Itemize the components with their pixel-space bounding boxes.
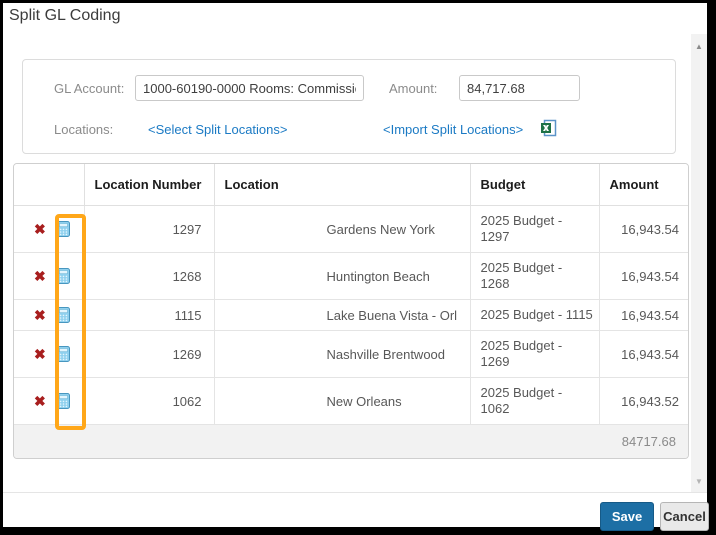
- gl-form-panel: GL Account: Amount: Locations: <Select S…: [22, 59, 676, 154]
- row-actions-cell: ✖: [14, 330, 85, 378]
- split-locations-table-panel: Location Number Location Budget Amount ✖: [13, 163, 689, 459]
- table-row: ✖: [14, 377, 688, 425]
- calculator-icon[interactable]: [56, 307, 70, 323]
- column-header-location-number: Location Number: [83, 164, 215, 206]
- location-cell: New Orleans: [213, 377, 471, 425]
- location-number-cell: 1115: [83, 299, 215, 331]
- footer-divider: [3, 492, 707, 493]
- amount-cell: 16,943.54: [598, 330, 688, 378]
- location-cell: Lake Buena Vista - Orl: [213, 299, 471, 331]
- table-footer: 84717.68: [14, 424, 688, 458]
- location-cell: Nashville Brentwood: [213, 330, 471, 378]
- total-row: 84717.68: [14, 424, 688, 458]
- column-header-actions: [14, 164, 85, 206]
- budget-cell: 2025 Budget - 1062: [469, 377, 600, 425]
- row-action-icons: ✖: [34, 346, 84, 362]
- amount-cell: 16,943.54: [598, 299, 688, 331]
- row-action-icons: ✖: [34, 221, 84, 237]
- location-cell: Gardens New York: [213, 205, 471, 253]
- budget-cell: 2025 Budget - 1115: [469, 299, 600, 331]
- column-header-amount: Amount: [598, 164, 688, 206]
- location-cell: Huntington Beach: [213, 252, 471, 300]
- delete-row-icon[interactable]: ✖: [34, 221, 46, 237]
- gl-account-label: GL Account:: [54, 81, 125, 96]
- calculator-icon[interactable]: [56, 268, 70, 284]
- table-row: ✖: [14, 205, 688, 253]
- vertical-scrollbar[interactable]: ▲ ▼: [691, 34, 707, 492]
- scroll-down-arrow-icon[interactable]: ▼: [695, 477, 703, 486]
- delete-row-icon[interactable]: ✖: [34, 268, 46, 284]
- column-header-location: Location: [213, 164, 471, 206]
- location-number-cell: 1062: [83, 377, 215, 425]
- delete-row-icon[interactable]: ✖: [34, 307, 46, 323]
- locations-label: Locations:: [54, 122, 114, 137]
- budget-cell: 2025 Budget - 1268: [469, 252, 600, 300]
- scroll-up-arrow-icon[interactable]: ▲: [695, 42, 703, 51]
- column-header-budget: Budget: [469, 164, 600, 206]
- row-action-icons: ✖: [34, 268, 84, 284]
- delete-row-icon[interactable]: ✖: [34, 346, 46, 362]
- excel-icon[interactable]: [541, 119, 557, 137]
- row-action-icons: ✖: [34, 307, 84, 323]
- amount-cell: 16,943.54: [598, 205, 688, 253]
- budget-cell: 2025 Budget - 1297: [469, 205, 600, 253]
- amount-label: Amount:: [389, 81, 438, 96]
- import-split-locations-link[interactable]: <Import Split Locations>: [383, 122, 524, 137]
- save-button[interactable]: Save: [600, 502, 654, 531]
- table-row: ✖: [14, 330, 688, 378]
- calculator-icon[interactable]: [56, 346, 70, 362]
- calculator-icon[interactable]: [56, 393, 70, 409]
- amount-cell: 16,943.52: [598, 377, 688, 425]
- table-header: Location Number Location Budget Amount: [14, 164, 688, 206]
- row-actions-cell: ✖: [14, 377, 85, 425]
- budget-cell: 2025 Budget - 1269: [469, 330, 600, 378]
- split-locations-table: Location Number Location Budget Amount ✖: [14, 164, 688, 458]
- row-actions-cell: ✖: [14, 252, 85, 300]
- delete-row-icon[interactable]: ✖: [34, 393, 46, 409]
- amount-cell: 16,943.54: [598, 252, 688, 300]
- table-row: ✖: [14, 299, 688, 331]
- total-amount: 84717.68: [14, 424, 688, 458]
- table-row: ✖: [14, 252, 688, 300]
- split-gl-coding-dialog: Split GL Coding GL Account: Amount: Loca…: [3, 3, 709, 531]
- location-number-cell: 1297: [83, 205, 215, 253]
- row-actions-cell: ✖: [14, 205, 85, 253]
- select-split-locations-link[interactable]: <Select Split Locations>: [148, 122, 288, 137]
- cancel-button[interactable]: Cancel: [660, 502, 709, 531]
- table-body: ✖: [14, 205, 688, 425]
- amount-input[interactable]: [459, 75, 580, 101]
- dialog-title: Split GL Coding: [9, 7, 121, 24]
- location-number-cell: 1269: [83, 330, 215, 378]
- calculator-icon[interactable]: [56, 221, 70, 237]
- row-action-icons: ✖: [34, 393, 84, 409]
- row-actions-cell: ✖: [14, 299, 85, 331]
- gl-account-input[interactable]: [135, 75, 364, 101]
- location-number-cell: 1268: [83, 252, 215, 300]
